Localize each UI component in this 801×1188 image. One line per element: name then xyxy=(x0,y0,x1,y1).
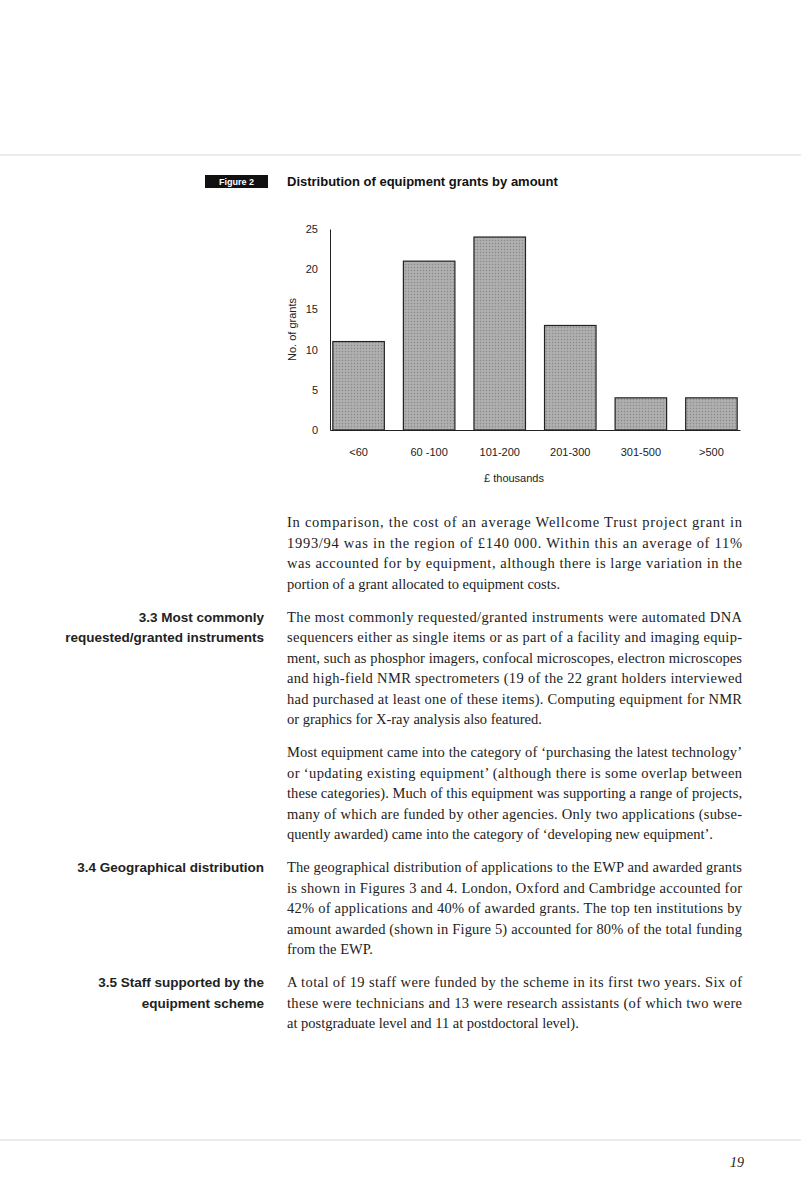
y-tick: 5 xyxy=(312,384,330,396)
x-tick-label: 101-200 xyxy=(480,446,520,458)
paragraph-line: Most equipment came into the category of… xyxy=(287,744,742,760)
paragraph-line: A total of 19 staff were funded by the s… xyxy=(287,974,742,990)
x-tick-label: >500 xyxy=(699,446,724,458)
paragraph-line: from the EWP. xyxy=(287,941,373,957)
figure-label: Figure 2 xyxy=(219,177,254,187)
x-axis-line xyxy=(331,430,741,431)
x-tick: <60 xyxy=(349,430,368,458)
y-tick: 0 xyxy=(312,424,330,436)
bar xyxy=(333,342,385,430)
section-heading: 3.5 Staff supported by the xyxy=(98,975,264,990)
section-heading: requested/granted instruments xyxy=(65,630,264,645)
y-tick-label: 10 xyxy=(306,344,318,356)
paragraph-line: ment, such as phosphor imagers, confocal… xyxy=(287,650,742,666)
bar xyxy=(403,261,455,430)
bars xyxy=(333,237,737,430)
y-axis: 0 5 10 15 20 25 xyxy=(306,223,331,436)
paragraph-line: or ‘updating existing equipment’ (althou… xyxy=(287,765,743,782)
bottom-rule xyxy=(0,1140,801,1141)
bar xyxy=(545,325,597,430)
paragraph-line: The most commonly requested/granted inst… xyxy=(287,609,743,625)
page: Figure 2 Distribution of equipment grants… xyxy=(0,0,801,1188)
top-rule xyxy=(0,155,801,156)
x-tick: 60 -100 xyxy=(410,430,447,458)
bar xyxy=(474,237,526,430)
y-tick-label: 5 xyxy=(312,384,318,396)
x-tick: 301-500 xyxy=(621,430,661,458)
x-tick: 101-200 xyxy=(480,430,520,458)
paragraph-line: The geographical distribution of applica… xyxy=(287,859,742,875)
x-axis: <60 60 -100 101-200 201-300 301-500 >500 xyxy=(331,430,741,458)
x-tick-label: 301-500 xyxy=(621,446,661,458)
paragraph-line: and high-field NMR spectrometers (19 of … xyxy=(287,670,743,687)
y-tick: 10 xyxy=(306,344,330,356)
bar xyxy=(615,398,667,430)
figure-label-box xyxy=(205,175,268,188)
y-axis-line xyxy=(330,230,331,431)
paragraph-line: 1993/94 was in the region of £140 000. W… xyxy=(287,535,742,551)
paragraph-line: or graphics for X-ray analysis also feat… xyxy=(287,711,542,727)
paragraph-line: these categories). Much of this equipmen… xyxy=(287,785,742,802)
bar xyxy=(686,398,738,430)
paragraph-line: 42% of applications and 40% of awarded g… xyxy=(287,900,743,916)
paragraph-line: portion of a grant allocated to equipmen… xyxy=(287,576,560,592)
paragraph-line: sequencers either as single items or as … xyxy=(287,629,742,645)
paragraph-line: these were technicians and 13 were resea… xyxy=(287,995,742,1012)
paragraph-line: was accounted for by equipment, although… xyxy=(287,555,742,571)
x-tick: 201-300 xyxy=(550,430,590,458)
page-number: 19 xyxy=(730,1155,744,1170)
y-tick: 15 xyxy=(306,303,330,315)
y-tick: 20 xyxy=(306,263,330,275)
y-tick-label: 15 xyxy=(306,303,318,315)
y-axis-title: No. of grants xyxy=(286,298,298,361)
paragraph-line: quently awarded) came into the category … xyxy=(287,826,713,843)
x-tick: >500 xyxy=(699,430,724,458)
x-tick-label: <60 xyxy=(349,446,368,458)
paragraph-line: many of which are funded by other agenci… xyxy=(287,806,742,823)
chart-title: Distribution of equipment grants by amou… xyxy=(287,174,559,189)
paragraph-line: is shown in Figures 3 and 4. London, Oxf… xyxy=(287,880,742,896)
section-heading: 3.3 Most commonly xyxy=(139,610,265,625)
paragraph-line: at postgraduate level and 11 at postdoct… xyxy=(287,1015,579,1032)
x-tick-label: 60 -100 xyxy=(410,446,447,458)
section-heading: equipment scheme xyxy=(142,996,265,1011)
paragraph-line: In comparison, the cost of an average We… xyxy=(287,514,743,530)
section-heading: 3.4 Geographical distribution xyxy=(77,860,264,875)
y-tick-label: 20 xyxy=(306,263,318,275)
y-tick-label: 25 xyxy=(306,223,318,235)
paragraph-line: had purchased at least one of these item… xyxy=(287,691,742,708)
x-axis-title: £ thousands xyxy=(484,472,544,484)
x-tick-label: 201-300 xyxy=(550,446,590,458)
y-tick: 25 xyxy=(306,223,330,235)
y-tick-label: 0 xyxy=(312,424,318,436)
paragraph-line: amount awarded (shown in Figure 5) accou… xyxy=(287,921,742,938)
